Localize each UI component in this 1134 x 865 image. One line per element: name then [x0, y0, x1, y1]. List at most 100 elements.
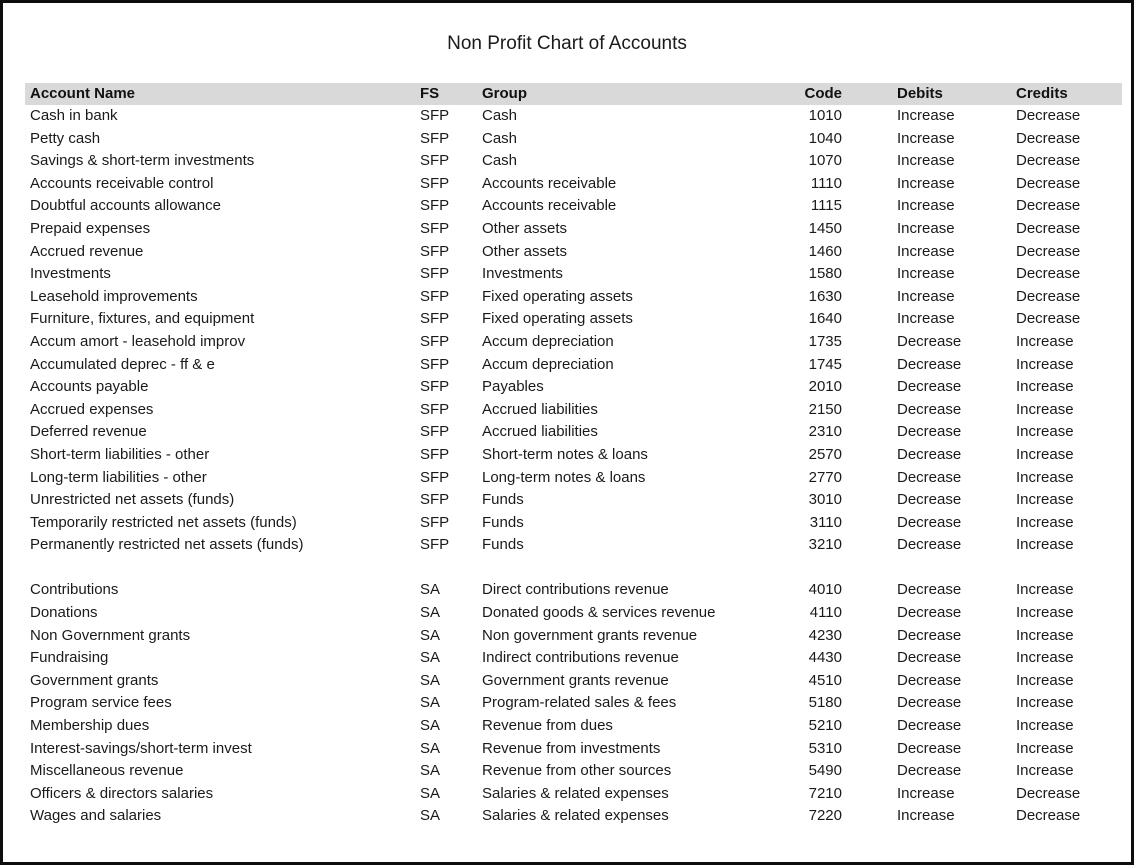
cell-credits: Increase [1016, 445, 1074, 463]
cell-debits: Decrease [897, 332, 962, 350]
table-row: Deferred revenue SFP Accrued liabilities… [25, 421, 1122, 444]
cell-debits: Increase [897, 807, 955, 825]
table-row: Accrued revenue SFP Other assets 1460 In… [25, 241, 1122, 264]
cell-credits: Increase [1016, 671, 1074, 689]
cell-debits: Decrease [897, 400, 962, 418]
table-row: Contributions SA Direct contributions re… [25, 579, 1122, 602]
cell-fs: SA [420, 694, 441, 712]
cell-fs: SFP [420, 491, 450, 509]
cell-group: Revenue from dues [482, 717, 613, 735]
cell-credits: Increase [1016, 762, 1074, 780]
cell-code: 2010 [808, 378, 842, 396]
table-row: Government grants SA Government grants r… [25, 670, 1122, 693]
cell-code: 2770 [808, 468, 842, 486]
cell-debits: Decrease [897, 626, 962, 644]
cell-credits: Decrease [1016, 807, 1081, 825]
cell-debits: Decrease [897, 739, 962, 757]
column-header-fs: FS [420, 85, 440, 102]
table-row: Cash in bank SFP Cash 1010 Increase Decr… [25, 105, 1122, 128]
cell-fs: SFP [420, 129, 450, 147]
cell-code: 4010 [808, 581, 842, 599]
cell-fs: SA [420, 717, 441, 735]
cell-credits: Decrease [1016, 174, 1081, 192]
cell-group: Non government grants revenue [482, 626, 698, 644]
table-row: Unrestricted net assets (funds) SFP Fund… [25, 489, 1122, 512]
cell-group: Salaries & related expenses [482, 807, 669, 825]
cell-debits: Increase [897, 310, 955, 328]
cell-code: 4430 [808, 649, 842, 667]
cell-credits: Increase [1016, 423, 1074, 441]
cell-debits: Decrease [897, 604, 962, 622]
cell-account-name: Petty cash [30, 129, 101, 147]
table-row: Accum amort - leasehold improv SFP Accum… [25, 331, 1122, 354]
cell-debits: Decrease [897, 355, 962, 373]
cell-fs: SFP [420, 197, 450, 215]
cell-code: 1115 [810, 197, 842, 215]
cell-credits: Increase [1016, 739, 1074, 757]
table-row: Prepaid expenses SFP Other assets 1450 I… [25, 218, 1122, 241]
cell-credits: Increase [1016, 536, 1074, 554]
table-row: Program service fees SA Program-related … [25, 692, 1122, 715]
cell-code: 1070 [808, 152, 842, 170]
cell-group: Revenue from investments [482, 739, 661, 757]
cell-credits: Increase [1016, 332, 1074, 350]
table-row: Long-term liabilities - other SFP Long-t… [25, 467, 1122, 490]
cell-code: 3110 [809, 513, 842, 531]
cell-group: Cash [482, 152, 518, 170]
cell-credits: Increase [1016, 604, 1074, 622]
cell-fs: SA [420, 739, 441, 757]
cell-code: 4230 [808, 626, 842, 644]
cell-fs: SFP [420, 445, 450, 463]
table-row: Accounts payable SFP Payables 2010 Decre… [25, 376, 1122, 399]
cell-debits: Increase [897, 152, 955, 170]
cell-account-name: Short-term liabilities - other [30, 445, 210, 463]
cell-account-name: Officers & directors salaries [30, 784, 214, 802]
cell-debits: Decrease [897, 378, 962, 396]
cell-group: Funds [482, 513, 524, 531]
cell-code: 1735 [808, 332, 842, 350]
cell-debits: Increase [897, 197, 955, 215]
table-row: Petty cash SFP Cash 1040 Increase Decrea… [25, 128, 1122, 151]
cell-credits: Increase [1016, 355, 1074, 373]
cell-account-name: Wages and salaries [30, 807, 162, 825]
column-header-group: Group [482, 85, 527, 102]
cell-debits: Increase [897, 265, 955, 283]
cell-fs: SFP [420, 536, 450, 554]
chart-of-accounts-table: Account Name FS Group Code Debits Credit… [25, 83, 1122, 828]
cell-group: Fixed operating assets [482, 287, 633, 305]
cell-credits: Increase [1016, 513, 1074, 531]
cell-credits: Decrease [1016, 197, 1081, 215]
cell-code: 5180 [808, 694, 842, 712]
cell-code: 1010 [808, 107, 842, 124]
cell-fs: SFP [420, 468, 450, 486]
cell-code: 1450 [808, 219, 842, 237]
cell-group: Direct contributions revenue [482, 581, 669, 599]
cell-account-name: Leasehold improvements [30, 287, 198, 305]
cell-code: 1640 [808, 310, 842, 328]
table-row: Savings & short-term investments SFP Cas… [25, 150, 1122, 173]
cell-debits: Decrease [897, 423, 962, 441]
table-row: Membership dues SA Revenue from dues 521… [25, 715, 1122, 738]
table-row: Short-term liabilities - other SFP Short… [25, 444, 1122, 467]
cell-fs: SFP [420, 378, 450, 396]
cell-account-name: Permanently restricted net assets (funds… [30, 536, 304, 554]
cell-code: 5210 [808, 717, 842, 735]
cell-code: 2150 [808, 400, 842, 418]
column-header-code: Code [804, 85, 843, 102]
cell-fs: SA [420, 671, 441, 689]
table-row: Fundraising SA Indirect contributions re… [25, 647, 1122, 670]
cell-credits: Increase [1016, 649, 1074, 667]
table-row: Interest-savings/short-term invest SA Re… [25, 738, 1122, 761]
cell-group: Donated goods & services revenue [482, 604, 716, 622]
cell-fs: SFP [420, 513, 450, 531]
cell-code: 7220 [808, 807, 842, 825]
cell-group: Other assets [482, 219, 568, 237]
cell-code: 4110 [809, 604, 842, 622]
table-row: Temporarily restricted net assets (funds… [25, 512, 1122, 535]
cell-group: Long-term notes & loans [482, 468, 646, 486]
cell-code: 3210 [808, 536, 842, 554]
cell-credits: Decrease [1016, 310, 1081, 328]
cell-group: Fixed operating assets [482, 310, 633, 328]
cell-credits: Increase [1016, 400, 1074, 418]
